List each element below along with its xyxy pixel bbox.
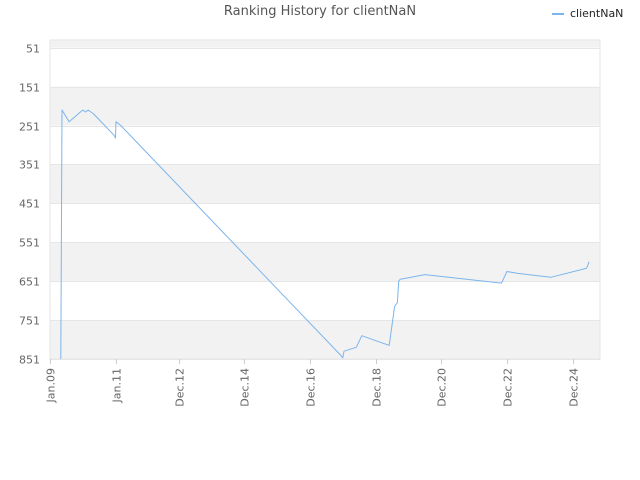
legend-label: clientNaN — [570, 7, 624, 20]
series-line — [60, 109, 590, 360]
chart-title: Ranking History for clientNaN — [223, 4, 417, 19]
x-tick-label: Dec.12 — [174, 368, 187, 407]
plot-band — [50, 40, 600, 48]
x-tick-label: Jan.11 — [111, 368, 124, 403]
y-tick-label: 551 — [19, 237, 40, 250]
x-tick-label: Jan.09 — [45, 368, 58, 403]
y-tick-label: 351 — [19, 159, 40, 172]
x-tick-label: Dec.22 — [502, 368, 515, 407]
plot-band — [50, 203, 600, 243]
legend-line-icon — [552, 12, 564, 15]
plot-band — [50, 86, 600, 126]
x-tick-label: Dec.24 — [568, 368, 581, 407]
x-tick-label: Dec.20 — [436, 368, 449, 407]
y-tick-label: 451 — [19, 198, 40, 211]
legend[interactable]: clientNaN — [552, 7, 623, 20]
plot-band — [50, 125, 600, 165]
x-tick-label: Dec.18 — [371, 368, 384, 407]
plot-band — [50, 164, 600, 204]
plot-band — [50, 281, 600, 321]
y-tick-label: 651 — [19, 276, 40, 289]
plot-band — [50, 47, 600, 87]
y-tick-label: 851 — [19, 354, 40, 367]
x-tick-label: Dec.14 — [239, 368, 252, 407]
y-tick-label: 751 — [19, 315, 40, 328]
plot-band — [50, 242, 600, 282]
x-tick-label: Dec.16 — [305, 368, 318, 407]
y-tick-label: 151 — [19, 82, 40, 95]
y-tick-label: 51 — [26, 43, 40, 56]
y-tick-label: 251 — [19, 121, 40, 134]
